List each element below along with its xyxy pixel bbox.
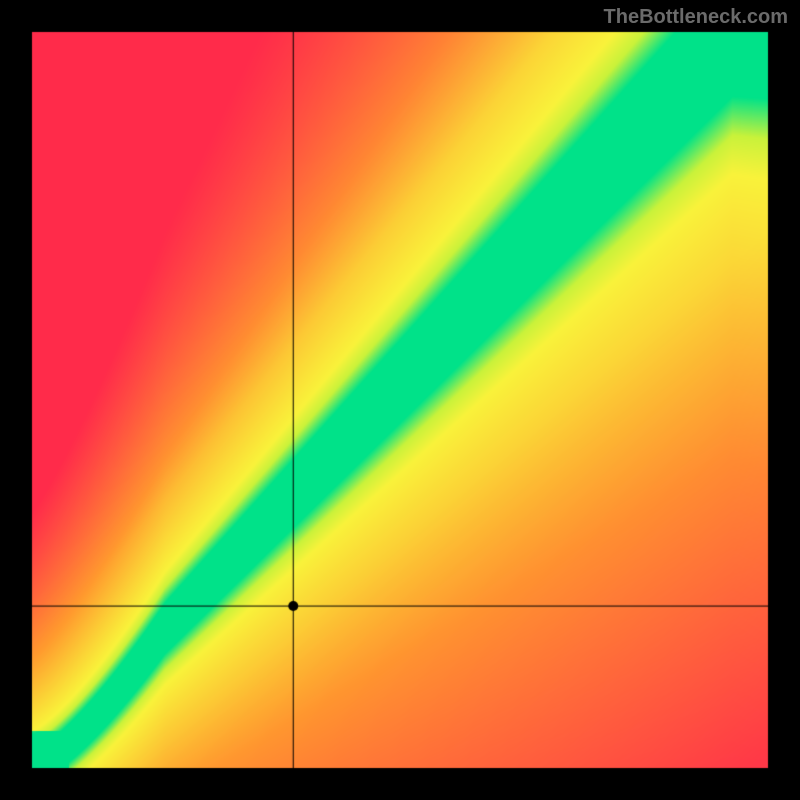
bottleneck-heatmap xyxy=(0,0,800,800)
watermark-text: TheBottleneck.com xyxy=(604,6,788,29)
